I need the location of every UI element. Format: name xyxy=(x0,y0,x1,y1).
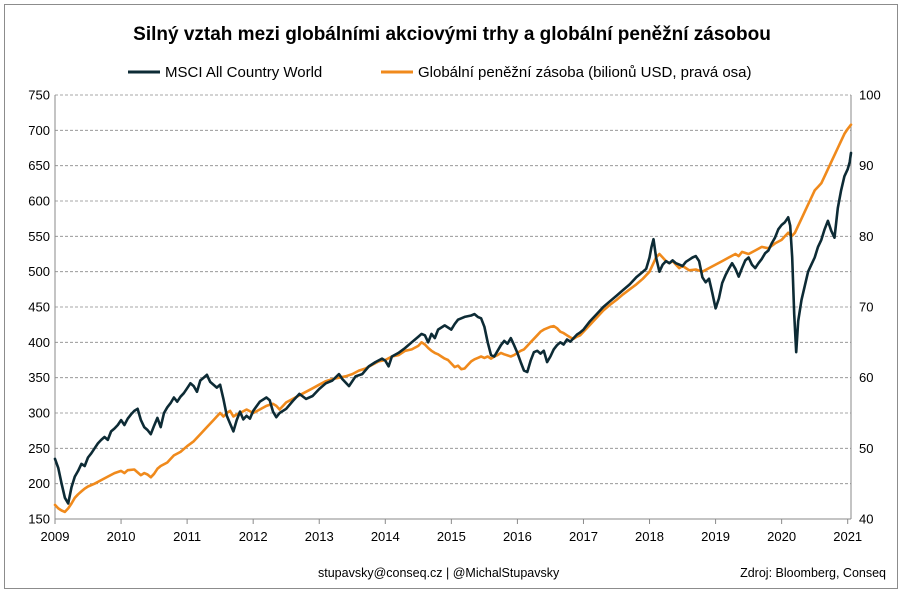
legend-label-money-supply: Globální peněžní zásoba (bilionů USD, pr… xyxy=(418,64,752,81)
x-tick-label: 2011 xyxy=(173,529,201,544)
x-tick-label: 2019 xyxy=(701,529,730,544)
x-tick-label: 2021 xyxy=(833,529,862,544)
y-right-tick-label: 40 xyxy=(859,512,873,527)
series-line-money-supply xyxy=(53,123,853,514)
legend: MSCI All Country World Globální peněžní … xyxy=(128,64,752,81)
chart-title: Silný vztah mezi globálními akciovými tr… xyxy=(133,24,771,45)
y-left-tick-label: 150 xyxy=(28,512,50,527)
y-right-tick-label: 70 xyxy=(859,300,873,315)
x-tick-label: 2010 xyxy=(107,529,136,544)
series-line-msci xyxy=(53,151,853,505)
x-tick-label: 2014 xyxy=(371,529,400,544)
x-tick-label: 2013 xyxy=(305,529,334,544)
x-tick-label: 2016 xyxy=(503,529,532,544)
y-left-tick-label: 500 xyxy=(28,264,50,279)
x-tick-label: 2018 xyxy=(635,529,664,544)
chart-frame xyxy=(4,4,898,589)
y-left-tick-label: 250 xyxy=(28,441,50,456)
y-right-tick-label: 80 xyxy=(859,229,873,244)
x-tick-label: 2015 xyxy=(437,529,466,544)
legend-label-msci: MSCI All Country World xyxy=(165,64,322,81)
series-lines xyxy=(53,123,853,514)
y-left-tick-label: 550 xyxy=(28,229,50,244)
footer-contact: stupavsky@conseq.cz | @MichalStupavsky xyxy=(318,566,560,580)
x-tick-label: 2020 xyxy=(767,529,796,544)
footer-source: Zdroj: Bloomberg, Conseq xyxy=(740,566,886,580)
y-left-tick-label: 350 xyxy=(28,370,50,385)
y-left-tick-label: 400 xyxy=(28,335,50,350)
y-left-tick-label: 200 xyxy=(28,476,50,491)
y-right-tick-label: 60 xyxy=(859,370,873,385)
y-right-tick-label: 90 xyxy=(859,158,873,173)
gridlines xyxy=(55,94,851,520)
y-left-tick-label: 600 xyxy=(28,194,50,209)
x-axis-ticks: 2009 2010 2011 2012 2013 2014 2015 2016 2017 2018… xyxy=(41,519,862,544)
y-axis-right-ticks: 40 50 60 70 80 90 100 xyxy=(859,88,881,527)
y-right-tick-label: 100 xyxy=(859,88,881,103)
axes xyxy=(54,95,852,520)
x-tick-label: 2012 xyxy=(239,529,268,544)
y-left-tick-label: 450 xyxy=(28,300,50,315)
y-right-tick-label: 50 xyxy=(859,441,873,456)
y-left-tick-label: 300 xyxy=(28,406,50,421)
y-left-tick-label: 700 xyxy=(28,123,50,138)
x-tick-label: 2017 xyxy=(569,529,598,544)
y-left-tick-label: 750 xyxy=(28,88,50,103)
y-left-tick-label: 650 xyxy=(28,158,50,173)
y-axis-left-ticks: 150 200 250 300 350 400 450 500 550 600 650 700 750 xyxy=(28,88,50,527)
x-tick-label: 2009 xyxy=(41,529,70,544)
